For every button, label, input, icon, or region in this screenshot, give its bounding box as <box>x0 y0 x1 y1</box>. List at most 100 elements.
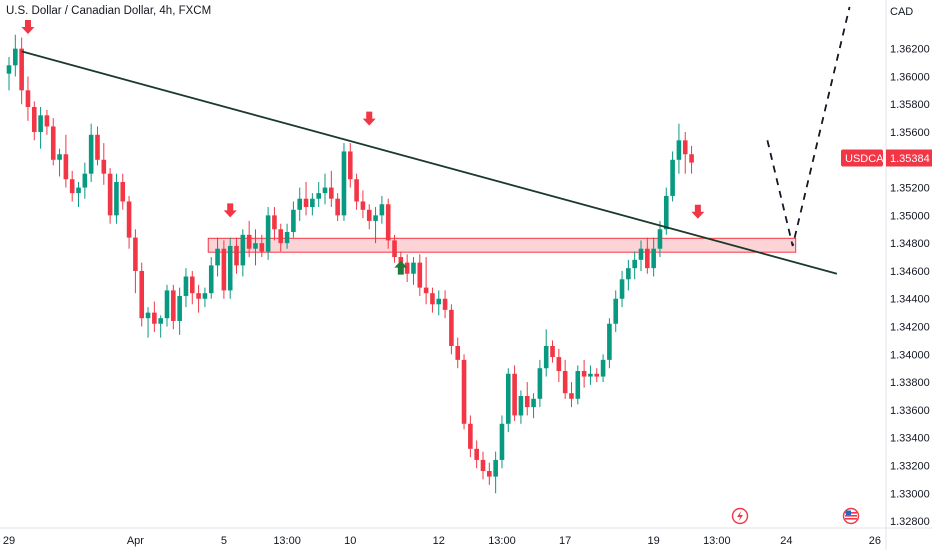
trendline[interactable] <box>21 50 838 275</box>
time-tick-label: Apr <box>127 535 144 547</box>
candle-body <box>594 373 600 377</box>
candle <box>82 162 88 199</box>
us-flag-icon[interactable] <box>842 507 860 525</box>
candle <box>38 106 43 149</box>
arrow-down-marker[interactable] <box>21 19 35 34</box>
candle <box>69 170 75 202</box>
projection-path[interactable] <box>766 6 851 247</box>
candle-body <box>398 257 404 263</box>
candle <box>449 304 454 355</box>
candle-body <box>550 345 555 358</box>
candle <box>284 223 290 249</box>
candle-body <box>57 154 62 160</box>
candle <box>126 195 132 249</box>
candle-body <box>689 154 694 163</box>
candle-body <box>461 359 467 424</box>
candle-body <box>183 276 189 296</box>
candle <box>569 382 574 408</box>
candle-body <box>632 259 637 269</box>
candle <box>581 359 587 388</box>
candle-body <box>208 265 214 294</box>
price-tick-label: 1.33600 <box>890 405 930 417</box>
candle <box>556 348 562 383</box>
candle <box>537 359 543 408</box>
candle <box>360 190 366 219</box>
candle-body <box>480 459 486 472</box>
candle-body <box>145 312 151 319</box>
arrow-down-marker[interactable] <box>691 204 705 219</box>
candle <box>13 34 18 77</box>
time-tick-label: 26 <box>869 535 881 547</box>
candle <box>638 240 644 271</box>
candle <box>600 354 606 383</box>
arrow-down-marker[interactable] <box>223 203 237 218</box>
candle-body <box>518 396 524 416</box>
candle <box>385 198 391 249</box>
lightning-icon[interactable] <box>731 507 749 525</box>
price-tick-label: 1.33800 <box>890 377 930 389</box>
candle-body <box>392 240 397 258</box>
candle <box>158 315 163 338</box>
candle-body <box>651 248 656 269</box>
candle <box>152 301 157 333</box>
candle-body <box>645 248 650 269</box>
candle-body <box>562 370 568 394</box>
candle-body <box>101 159 107 174</box>
candle-body <box>133 237 138 271</box>
candle <box>139 262 145 327</box>
support-zone-layer <box>207 237 797 253</box>
candle <box>310 193 315 216</box>
chart-title: U.S. Dollar / Canadian Dollar, 4h, FXCM <box>6 5 212 17</box>
candle <box>57 148 62 177</box>
candle <box>120 173 126 210</box>
candle-body <box>164 290 170 319</box>
candle-body <box>50 126 56 160</box>
candle <box>227 237 233 299</box>
candle <box>417 254 423 296</box>
candle-body <box>310 198 315 208</box>
candle <box>543 329 549 377</box>
candle-body <box>63 154 69 180</box>
price-badge-text: 1.35384 <box>890 153 930 165</box>
candle-body <box>303 198 309 208</box>
arrow-down-marker[interactable] <box>362 111 376 126</box>
candle-body <box>449 309 454 346</box>
candle-body <box>626 268 631 280</box>
price-tick-label: 1.35000 <box>890 210 930 222</box>
candle-body <box>88 134 94 174</box>
candle <box>366 204 372 230</box>
candle-body <box>613 298 619 324</box>
candle-body <box>44 115 50 127</box>
candle <box>335 193 340 221</box>
candle <box>594 368 600 383</box>
candle <box>322 173 328 205</box>
time-tick-label: 17 <box>559 535 571 547</box>
arrow-up-marker[interactable] <box>394 260 408 275</box>
candle <box>575 365 581 405</box>
candle <box>291 201 296 238</box>
time-axis[interactable]: 29 Apr 5 13:00 10 12 13:00 17 19 13:00 24 26 <box>3 535 881 547</box>
candle <box>676 123 682 174</box>
candle <box>651 237 656 277</box>
candle-body <box>76 187 81 194</box>
time-tick-label: 13:00 <box>488 535 516 547</box>
candle-body <box>69 179 75 194</box>
candle <box>493 451 498 494</box>
price-tick-label: 1.35200 <box>890 183 930 195</box>
candle <box>31 101 37 141</box>
candle-body <box>423 287 429 294</box>
price-axis[interactable]: CAD 1.36200 1.36000 1.35800 1.35600 1.35200 1… <box>890 6 930 528</box>
candle <box>379 195 385 224</box>
candle-body <box>531 398 536 408</box>
candle-body <box>468 423 473 449</box>
candle <box>196 284 201 313</box>
candle <box>341 143 347 221</box>
candle-body <box>676 140 682 160</box>
candle <box>208 257 214 299</box>
support-zone-rect[interactable] <box>207 237 797 253</box>
price-tick-label: 1.34200 <box>890 322 930 334</box>
price-badge <box>886 149 932 167</box>
candle <box>297 187 303 221</box>
candle <box>240 229 246 277</box>
